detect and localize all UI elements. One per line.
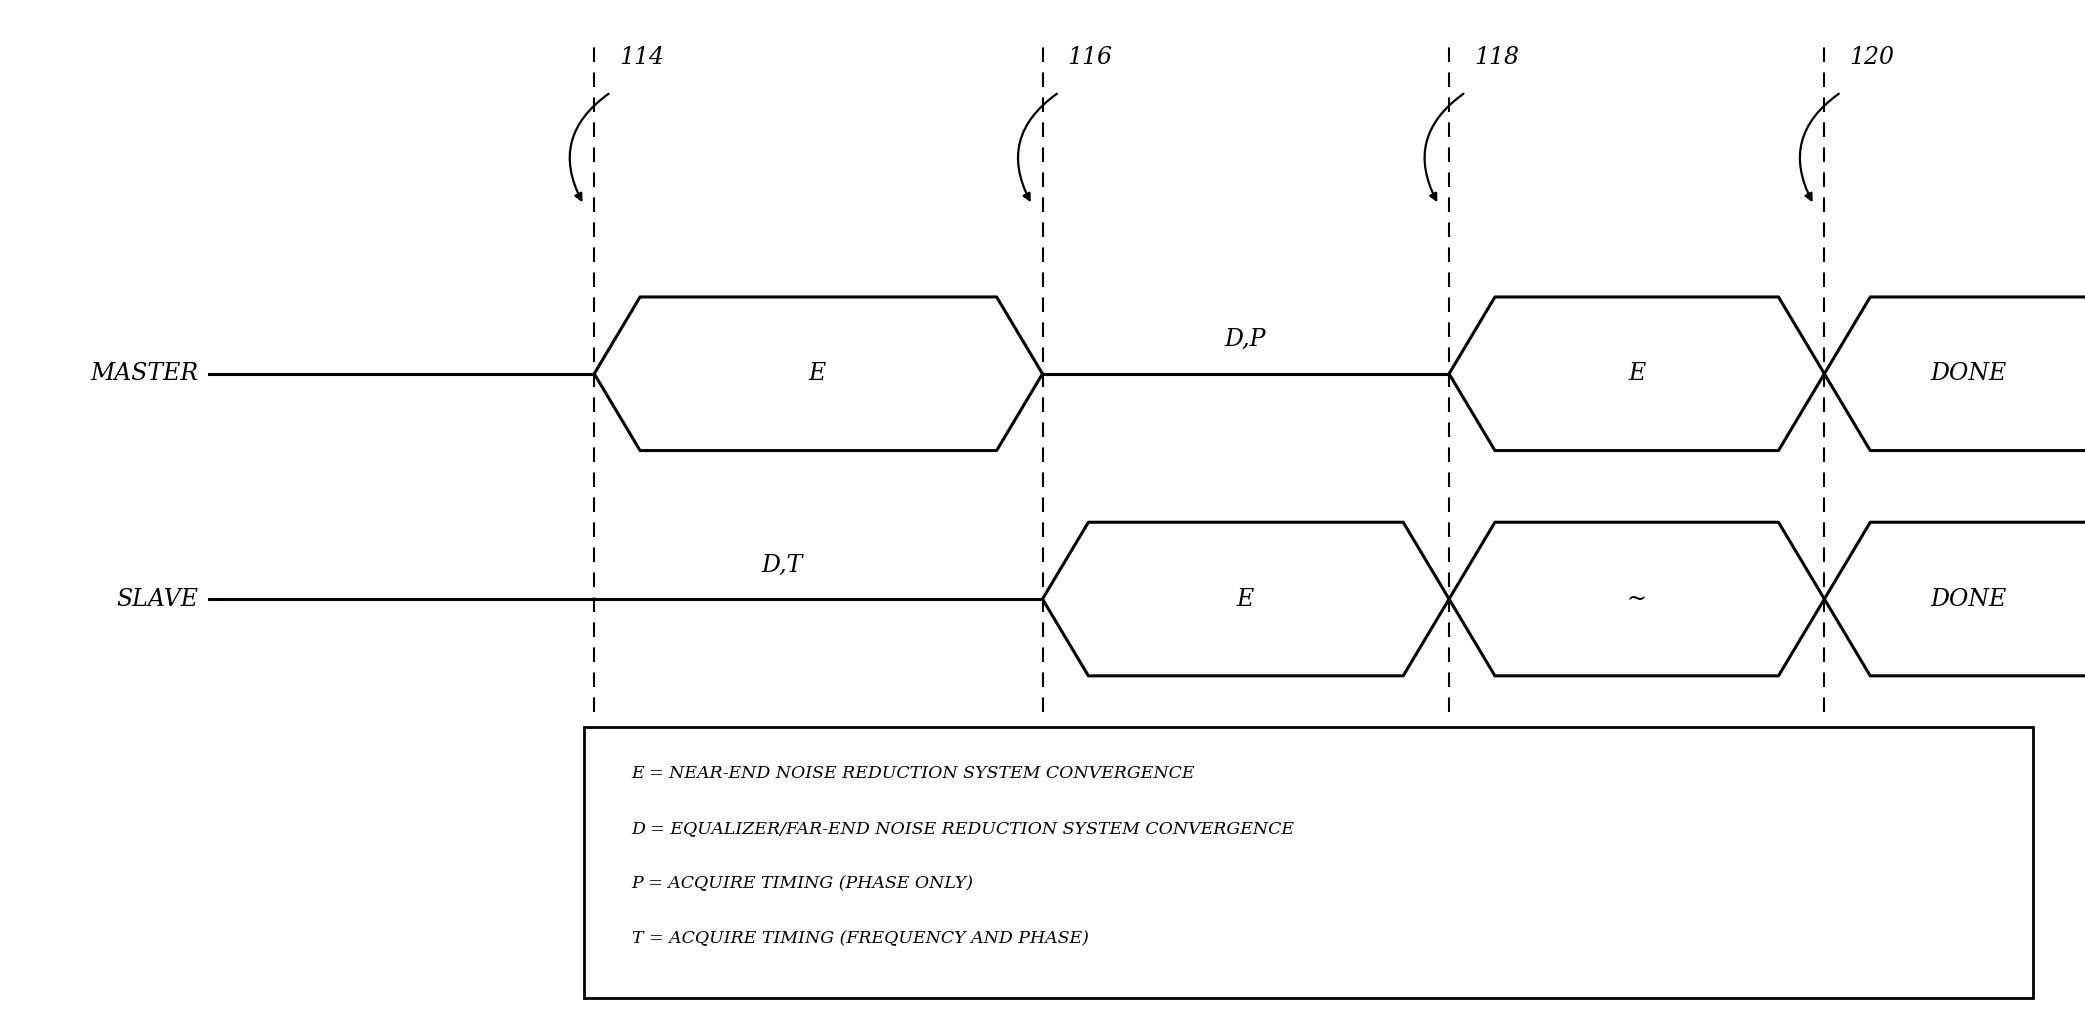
Text: D = EQUALIZER/FAR-END NOISE REDUCTION SYSTEM CONVERGENCE: D = EQUALIZER/FAR-END NOISE REDUCTION SY… bbox=[632, 820, 1295, 838]
Text: P = ACQUIRE TIMING (PHASE ONLY): P = ACQUIRE TIMING (PHASE ONLY) bbox=[632, 876, 974, 892]
Text: T = ACQUIRE TIMING (FREQUENCY AND PHASE): T = ACQUIRE TIMING (FREQUENCY AND PHASE) bbox=[632, 931, 1088, 947]
Text: D,P: D,P bbox=[1224, 329, 1266, 351]
Text: DONE: DONE bbox=[1931, 588, 2006, 610]
FancyBboxPatch shape bbox=[584, 727, 2033, 998]
Text: SLAVE: SLAVE bbox=[117, 588, 198, 610]
Text: 116: 116 bbox=[1068, 46, 1113, 69]
Text: 120: 120 bbox=[1849, 46, 1895, 69]
Text: 118: 118 bbox=[1474, 46, 1520, 69]
Text: D,T: D,T bbox=[761, 554, 803, 577]
Text: E: E bbox=[1628, 362, 1645, 385]
Text: E = NEAR-END NOISE REDUCTION SYSTEM CONVERGENCE: E = NEAR-END NOISE REDUCTION SYSTEM CONV… bbox=[632, 765, 1195, 782]
Text: E: E bbox=[809, 362, 826, 385]
Text: 114: 114 bbox=[619, 46, 665, 69]
Text: E: E bbox=[1236, 588, 1253, 610]
Text: MASTER: MASTER bbox=[90, 362, 198, 385]
Text: DONE: DONE bbox=[1931, 362, 2006, 385]
Text: ~: ~ bbox=[1626, 588, 1647, 610]
